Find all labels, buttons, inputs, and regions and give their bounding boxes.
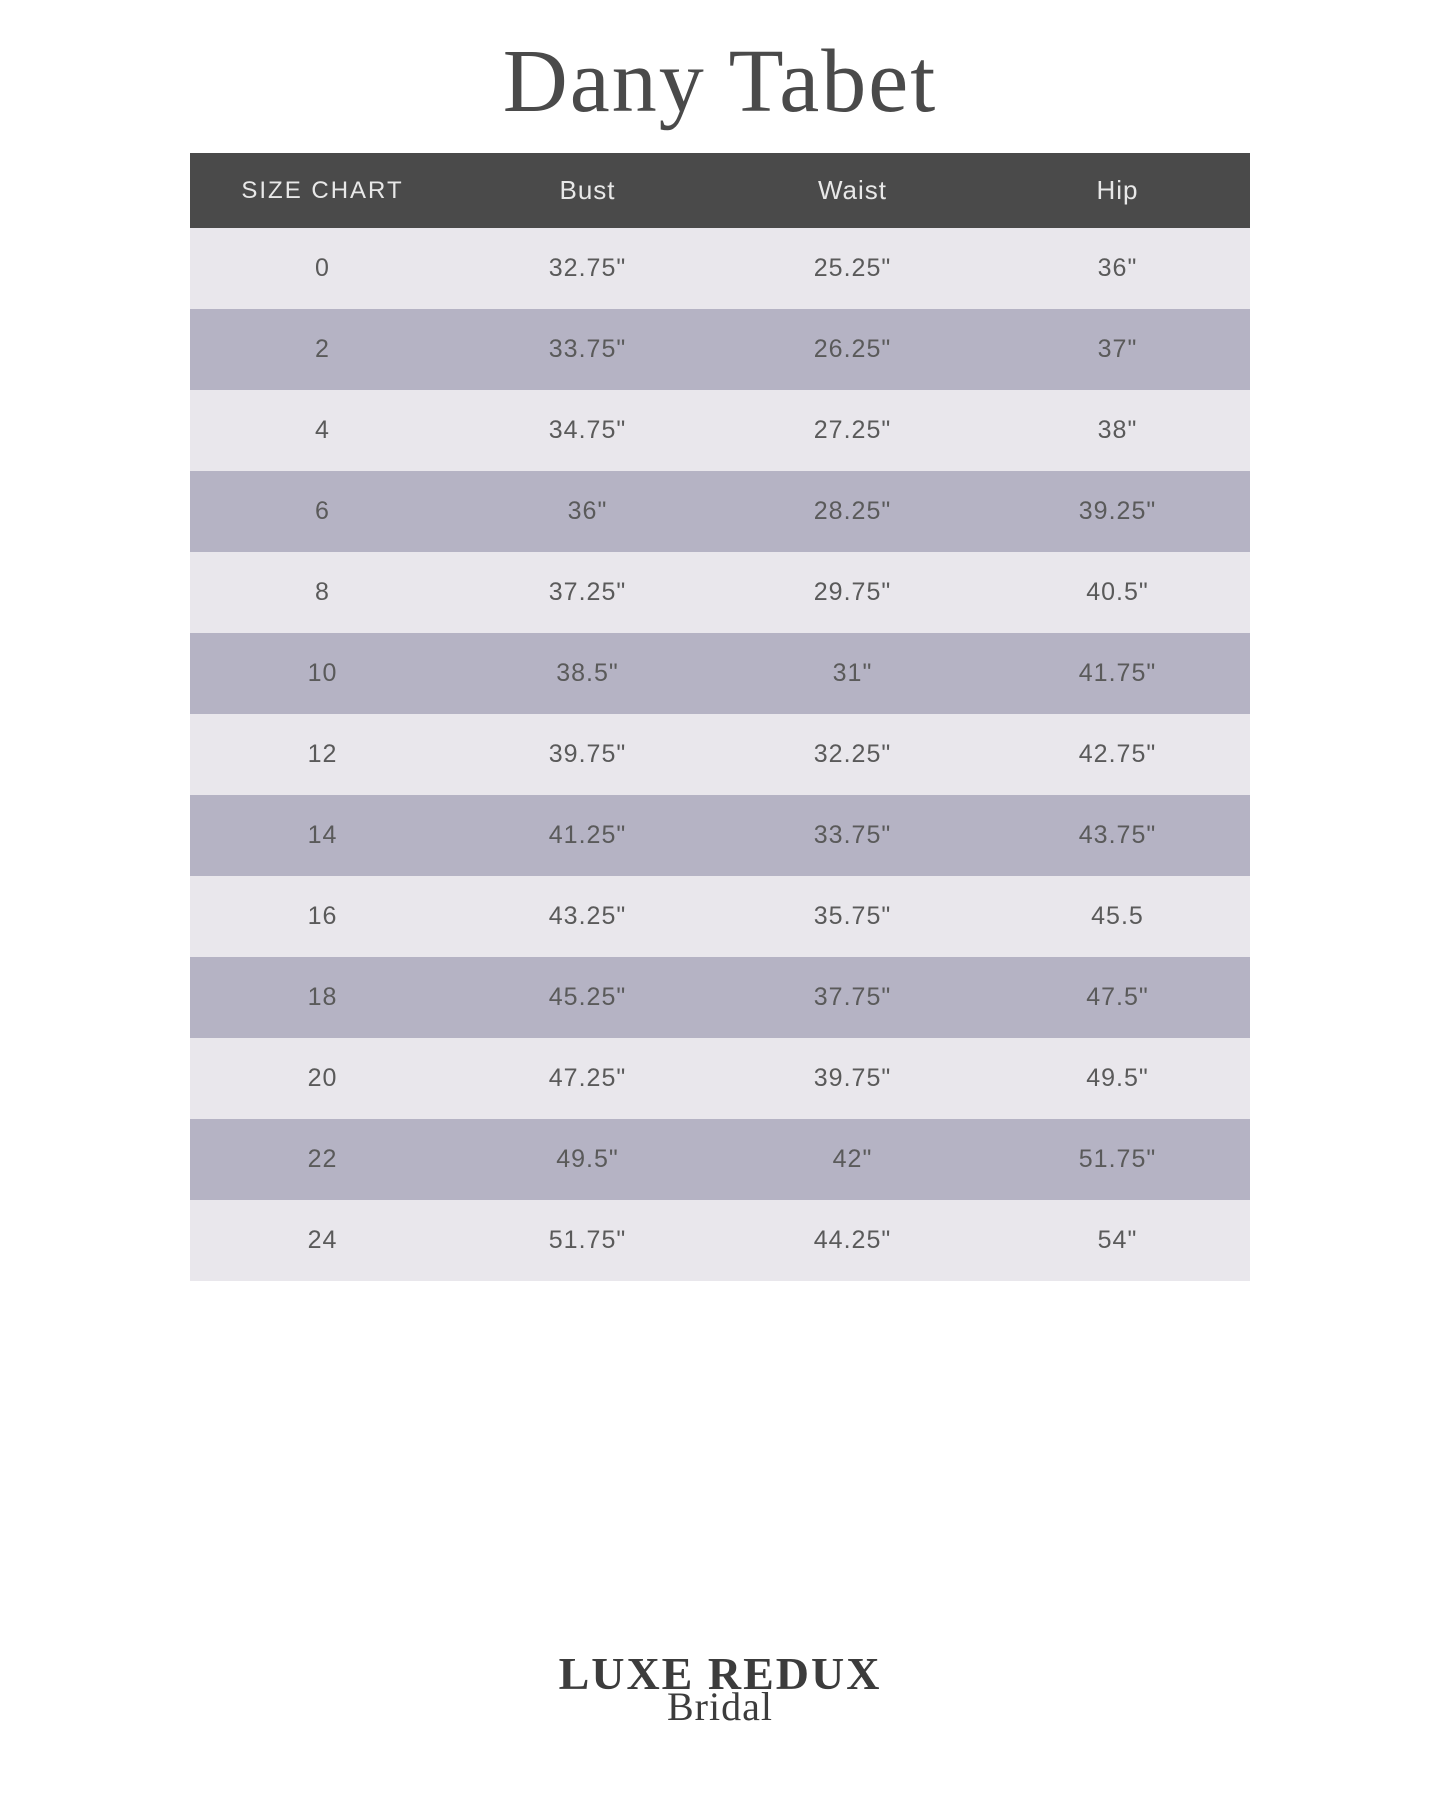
cell-size: 10 — [190, 633, 455, 714]
col-header-bust: Bust — [455, 153, 720, 228]
table-row: 10 38.5" 31" 41.75" — [190, 633, 1250, 714]
table-row: 20 47.25" 39.75" 49.5" — [190, 1038, 1250, 1119]
cell-size: 16 — [190, 876, 455, 957]
cell-bust: 38.5" — [455, 633, 720, 714]
footer-logo-script: Bridal — [0, 1683, 1440, 1730]
cell-bust: 51.75" — [455, 1200, 720, 1281]
cell-hip: 54" — [985, 1200, 1250, 1281]
cell-waist: 42" — [720, 1119, 985, 1200]
cell-hip: 40.5" — [985, 552, 1250, 633]
cell-size: 2 — [190, 309, 455, 390]
cell-waist: 31" — [720, 633, 985, 714]
table-row: 14 41.25" 33.75" 43.75" — [190, 795, 1250, 876]
footer-logo: LUXE REDUX Bridal — [0, 1651, 1440, 1730]
cell-size: 4 — [190, 390, 455, 471]
cell-hip: 49.5" — [985, 1038, 1250, 1119]
cell-bust: 41.25" — [455, 795, 720, 876]
cell-waist: 26.25" — [720, 309, 985, 390]
cell-hip: 41.75" — [985, 633, 1250, 714]
table-row: 16 43.25" 35.75" 45.5 — [190, 876, 1250, 957]
cell-bust: 34.75" — [455, 390, 720, 471]
cell-waist: 35.75" — [720, 876, 985, 957]
cell-hip: 36" — [985, 228, 1250, 309]
cell-size: 14 — [190, 795, 455, 876]
cell-bust: 36" — [455, 471, 720, 552]
col-header-size: SIZE CHART — [190, 153, 455, 228]
col-header-waist: Waist — [720, 153, 985, 228]
table-row: 22 49.5" 42" 51.75" — [190, 1119, 1250, 1200]
cell-bust: 49.5" — [455, 1119, 720, 1200]
cell-size: 24 — [190, 1200, 455, 1281]
cell-hip: 37" — [985, 309, 1250, 390]
cell-bust: 45.25" — [455, 957, 720, 1038]
cell-hip: 38" — [985, 390, 1250, 471]
cell-size: 18 — [190, 957, 455, 1038]
cell-waist: 28.25" — [720, 471, 985, 552]
cell-waist: 37.75" — [720, 957, 985, 1038]
cell-waist: 25.25" — [720, 228, 985, 309]
table-body: 0 32.75" 25.25" 36" 2 33.75" 26.25" 37" … — [190, 228, 1250, 1281]
cell-hip: 39.25" — [985, 471, 1250, 552]
cell-hip: 51.75" — [985, 1119, 1250, 1200]
cell-waist: 44.25" — [720, 1200, 985, 1281]
cell-bust: 47.25" — [455, 1038, 720, 1119]
cell-waist: 27.25" — [720, 390, 985, 471]
cell-waist: 33.75" — [720, 795, 985, 876]
table-row: 18 45.25" 37.75" 47.5" — [190, 957, 1250, 1038]
cell-size: 12 — [190, 714, 455, 795]
table-row: 2 33.75" 26.25" 37" — [190, 309, 1250, 390]
table-row: 8 37.25" 29.75" 40.5" — [190, 552, 1250, 633]
table-row: 24 51.75" 44.25" 54" — [190, 1200, 1250, 1281]
cell-bust: 32.75" — [455, 228, 720, 309]
cell-size: 8 — [190, 552, 455, 633]
cell-size: 0 — [190, 228, 455, 309]
table-row: 6 36" 28.25" 39.25" — [190, 471, 1250, 552]
cell-waist: 32.25" — [720, 714, 985, 795]
cell-waist: 29.75" — [720, 552, 985, 633]
col-header-hip: Hip — [985, 153, 1250, 228]
cell-hip: 45.5 — [985, 876, 1250, 957]
cell-hip: 47.5" — [985, 957, 1250, 1038]
table-row: 0 32.75" 25.25" 36" — [190, 228, 1250, 309]
cell-hip: 42.75" — [985, 714, 1250, 795]
cell-waist: 39.75" — [720, 1038, 985, 1119]
cell-bust: 37.25" — [455, 552, 720, 633]
table-row: 4 34.75" 27.25" 38" — [190, 390, 1250, 471]
brand-title: Dany Tabet — [503, 30, 937, 133]
size-chart-table: SIZE CHART Bust Waist Hip 0 32.75" 25.25… — [190, 153, 1250, 1281]
cell-bust: 39.75" — [455, 714, 720, 795]
cell-size: 20 — [190, 1038, 455, 1119]
cell-size: 6 — [190, 471, 455, 552]
cell-bust: 33.75" — [455, 309, 720, 390]
table-row: 12 39.75" 32.25" 42.75" — [190, 714, 1250, 795]
table-header-row: SIZE CHART Bust Waist Hip — [190, 153, 1250, 228]
cell-hip: 43.75" — [985, 795, 1250, 876]
size-chart-page: Dany Tabet SIZE CHART Bust Waist Hip 0 3… — [0, 0, 1440, 1800]
cell-bust: 43.25" — [455, 876, 720, 957]
cell-size: 22 — [190, 1119, 455, 1200]
